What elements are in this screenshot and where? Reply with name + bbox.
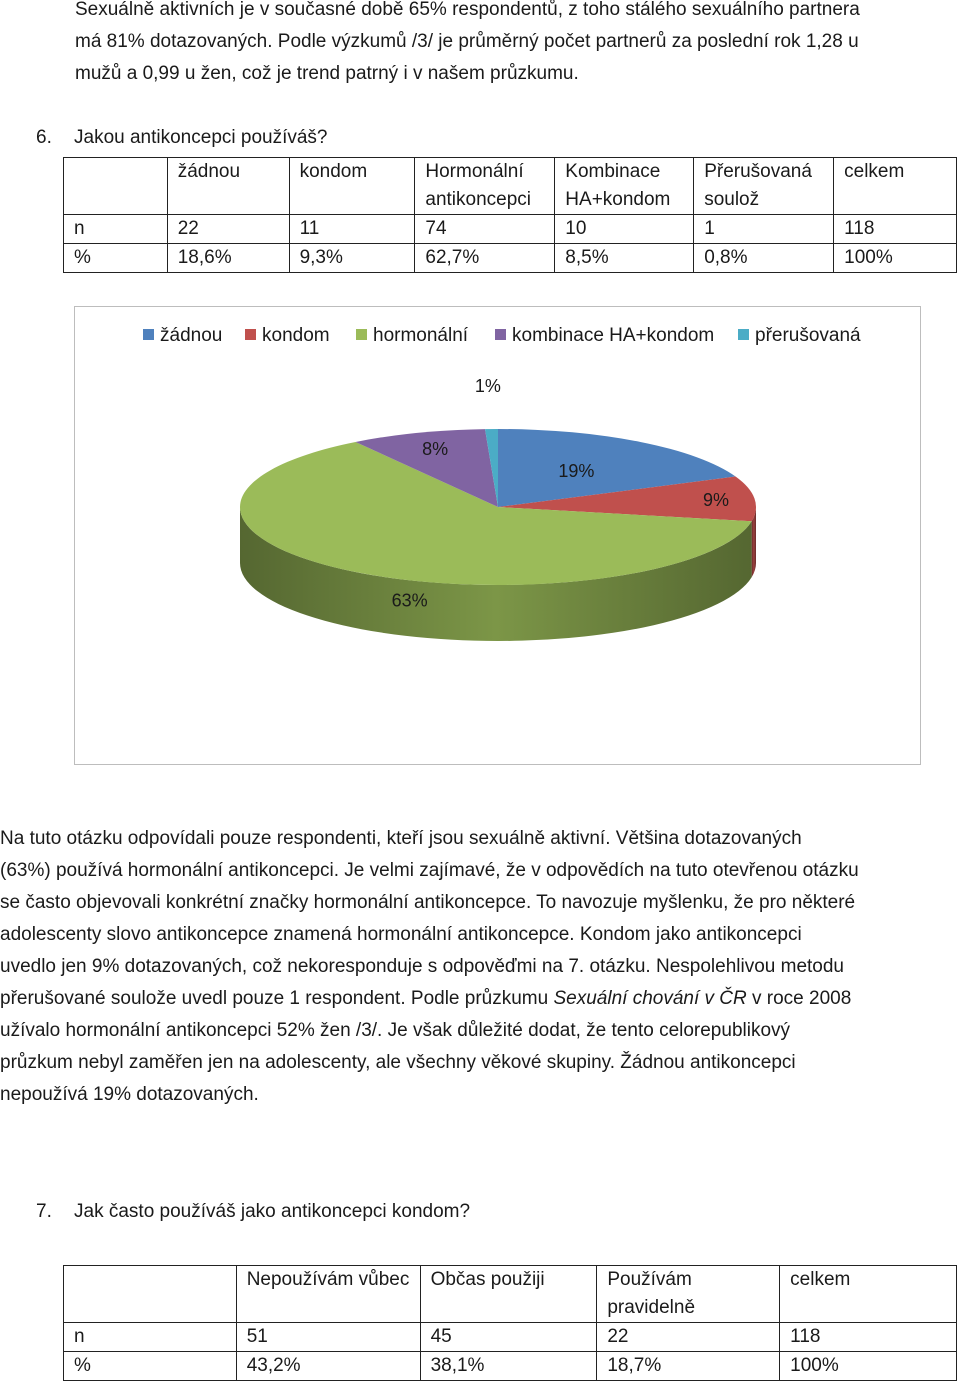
table-cell (63, 157, 168, 215)
table-cell: n (63, 214, 168, 244)
table-header-cell: Nepoužívám vůbec (235, 1265, 421, 1323)
intro-paragraph: Sexuálně aktivních je v současné době 65… (75, 0, 955, 90)
pie-sides (240, 507, 756, 641)
survey-title: Sexuální chování v ČR (553, 988, 747, 1009)
table-row: n 22 11 74 10 1 118 (63, 214, 957, 244)
table-cell: 22 (596, 1322, 781, 1352)
intro-line: má 81% dotazovaných. Podle výzkumů /3/ j… (75, 31, 859, 52)
question-7: 7. Jak často používáš jako antikoncepci k… (36, 1201, 470, 1223)
legend-label: kondom (262, 325, 330, 346)
table-cell: n (63, 1322, 237, 1352)
table-row: % 43,2% 38,1% 18,7% 100% (63, 1351, 957, 1381)
text-line: se často objevovali konkrétní značky hor… (0, 892, 856, 913)
text-line: přerušované soulože uvedl pouze 1 respon… (0, 988, 554, 1009)
legend-swatch (143, 329, 154, 340)
table-cell: 9,3% (288, 243, 416, 273)
text-line: průzkum nebyl zaměřen jen na adolescenty… (0, 1052, 796, 1073)
pie-slice (498, 429, 736, 507)
pie-data-label: 19% (558, 461, 594, 481)
question-6: 6. Jakou antikoncepci používáš? (36, 127, 328, 149)
table-header-cell: Přerušovaná soulož (693, 157, 835, 215)
pie-slice-side (240, 507, 752, 641)
legend-label: přerušovaná (755, 325, 861, 346)
table-cell: 100% (833, 243, 957, 273)
pie-chart-svg: žádnou kondom hormonální kombinace HA+kondo… (143, 325, 861, 641)
table-cell: 18,7% (596, 1351, 781, 1381)
intro-line: mužů a 0,99 u žen, což je trend patrný i… (75, 63, 579, 84)
table-cell: 1 (693, 214, 835, 244)
table-row: % 18,6% 9,3% 62,7% 8,5% 0,8% 100% (63, 243, 957, 273)
pie-slice-side (751, 507, 756, 578)
text-line: užívalo hormonální antikoncepci 52% žen … (0, 1020, 791, 1041)
text-line: v roce 2008 (746, 988, 852, 1009)
table-cell: 10 (554, 214, 695, 244)
table-header-cell: Občas použiji (419, 1265, 598, 1323)
table-cell: 118 (833, 214, 957, 244)
table-header-row: žádnou kondom Hormonální antikoncepci Ko… (63, 157, 957, 215)
legend-swatch (356, 329, 367, 340)
table-cell: % (63, 1351, 237, 1381)
table-header-cell: Kombinace HA+kondom (554, 157, 695, 215)
pie-data-label: 1% (475, 376, 501, 396)
text-line: adolescenty slovo antikoncepce znamená h… (0, 924, 802, 945)
table-cell: 74 (414, 214, 556, 244)
table-header-cell: kondom (288, 157, 416, 215)
table-row: n 51 45 22 118 (63, 1322, 957, 1352)
legend-swatch (495, 329, 506, 340)
question-text: Jak často používáš jako antikoncepci kon… (74, 1201, 471, 1222)
table-cell: 0,8% (693, 243, 835, 273)
table-cell: 100% (779, 1351, 957, 1381)
legend-label: kombinace HA+kondom (512, 325, 714, 346)
table-header-cell: celkem (833, 157, 957, 215)
table-cell: 11 (288, 214, 416, 244)
pie-slice (485, 429, 498, 507)
intro-line: Sexuálně aktivních je v současné době 65… (75, 0, 860, 20)
text-line: uvedlo jen 9% dotazovaných, což nekoresp… (0, 956, 844, 977)
table-header-cell: celkem (779, 1265, 957, 1323)
pie-data-label: 8% (422, 439, 448, 459)
text-line: Na tuto otázku odpovídali pouze responde… (0, 828, 802, 849)
pie-data-label: 9% (703, 490, 729, 510)
legend-label: hormonální (373, 325, 469, 346)
table-cell: 22 (166, 214, 290, 244)
table-cell (63, 1265, 237, 1323)
chart-legend: žádnou kondom hormonální kombinace HA+kondo… (143, 325, 861, 346)
pie-slice (240, 441, 752, 585)
table-cell: 45 (419, 1322, 598, 1352)
table-cell: 8,5% (554, 243, 695, 273)
table-cell: % (63, 243, 168, 273)
pie-slice (355, 429, 498, 507)
question-text: Jakou antikoncepci používáš? (74, 127, 328, 148)
question-number: 7. (36, 1201, 52, 1222)
table-cell: 118 (779, 1322, 957, 1352)
pie-slices (240, 429, 757, 585)
table-cell: 38,1% (419, 1351, 598, 1381)
legend-swatch (245, 329, 256, 340)
pie-chart: žádnou kondom hormonální kombinace HA+kondo… (74, 306, 921, 765)
legend-label: žádnou (160, 325, 222, 346)
table-cell: 18,6% (166, 243, 290, 273)
contraception-table: žádnou kondom Hormonální antikoncepci Ko… (63, 157, 957, 273)
table-header-cell: Hormonální antikoncepci (414, 157, 556, 215)
table-header-cell: Používám pravidelně (596, 1265, 781, 1323)
legend-swatch (738, 329, 749, 340)
analysis-paragraph: Na tuto otázku odpovídali pouze responde… (0, 823, 950, 1111)
condom-frequency-table: Nepoužívám vůbec Občas použiji Používám … (63, 1265, 957, 1381)
table-header-cell: žádnou (166, 157, 290, 215)
table-header-row: Nepoužívám vůbec Občas použiji Používám … (63, 1265, 957, 1323)
pie-data-labels: 19% 9% 63% 8% 1% (392, 376, 729, 610)
pie-slice (498, 476, 757, 522)
text-line: (63%) používá hormonální antikoncepci. J… (0, 860, 859, 881)
table-cell: 43,2% (235, 1351, 421, 1381)
table-cell: 62,7% (414, 243, 556, 273)
text-line: nepoužívá 19% dotazovaných. (0, 1084, 259, 1105)
table-cell: 51 (235, 1322, 421, 1352)
pie-data-label: 63% (392, 591, 428, 611)
question-number: 6. (36, 127, 52, 148)
